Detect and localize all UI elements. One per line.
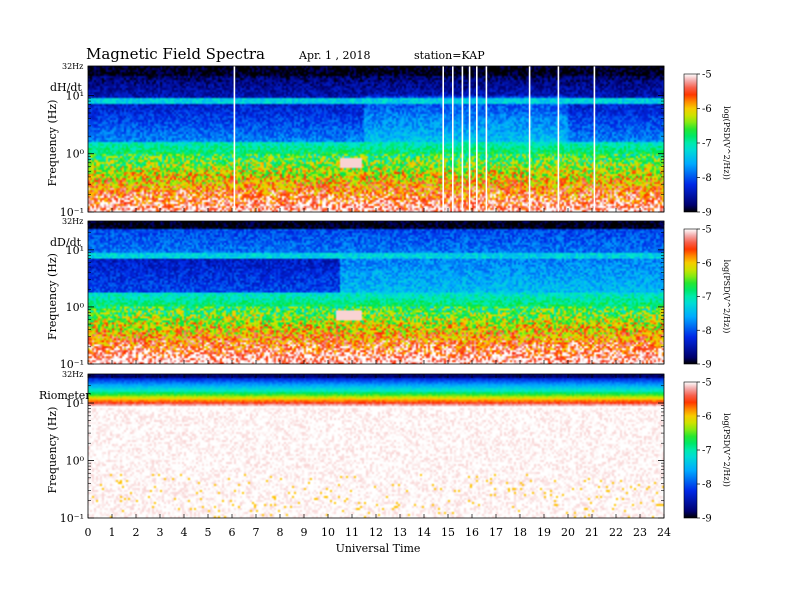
colorbar-tick-label: -7 (702, 446, 712, 457)
x-tick-label: 18 (513, 526, 527, 539)
y-tick-label: 10⁰ (66, 301, 85, 314)
colorbar-tick-label: -5 (702, 225, 712, 236)
panel-label: Riometer (39, 389, 91, 402)
x-tick-label: 7 (253, 526, 260, 539)
x-tick-label: 16 (465, 526, 479, 539)
colorbar-tick-label: -9 (702, 514, 712, 525)
x-tick-label: 20 (561, 526, 575, 539)
y-tick-label: 10¹ (66, 89, 84, 102)
colorbar-tick-label: -5 (702, 70, 712, 81)
x-tick-label: 19 (537, 526, 551, 539)
spectrogram-image (88, 66, 664, 212)
panel-0: dH/dt 32Hz Frequency (Hz) 10⁻¹ 10⁰ 10¹ -5 -6 -7 -… (46, 62, 731, 219)
x-axis: 0 1 2 3 4 5 6 7 8 9 10 11 12 13 14 15 16 17 18 19 20 21 22 23 24 (85, 526, 672, 539)
date-label: Apr. 1 , 2018 (298, 49, 371, 62)
colorbar-label: log(PSD(V^2/Hz)) (722, 260, 731, 334)
colorbar-tick-label: -6 (702, 258, 712, 269)
spectrogram-image (88, 221, 664, 364)
colorbar-tick-label: -5 (702, 378, 712, 389)
x-tick-label: 17 (489, 526, 503, 539)
x-tick-label: 9 (301, 526, 308, 539)
y-tick-label: 10⁻¹ (60, 512, 84, 525)
y-tick-label: 10¹ (66, 244, 84, 257)
colorbar (683, 73, 698, 213)
x-tick-label: 2 (133, 526, 140, 539)
y-tick-label: 10⁰ (66, 148, 85, 161)
panel-label: dD/dt (50, 236, 82, 249)
x-axis-label: Universal Time (336, 542, 421, 555)
y-tick-label: 10¹ (66, 397, 84, 410)
colorbar-label: log(PSD(V^2/Hz)) (722, 413, 731, 487)
x-tick-label: 12 (369, 526, 383, 539)
spectrogram-panels: dH/dt 32Hz Frequency (Hz) 10⁻¹ 10⁰ 10¹ -5 -6 -7 -… (39, 62, 731, 525)
x-tick-label: 0 (85, 526, 92, 539)
y-tick-label: 10⁻¹ (60, 358, 84, 371)
colorbar-tick-label: -6 (702, 412, 712, 423)
top-frequency-label: 32Hz (62, 62, 83, 71)
y-axis-label: Frequency (Hz) (46, 100, 59, 187)
x-tick-label: 15 (441, 526, 455, 539)
x-tick-label: 11 (345, 526, 359, 539)
colorbar-tick-label: -8 (702, 480, 712, 491)
y-axis-label: Frequency (Hz) (46, 253, 59, 340)
x-tick-label: 6 (229, 526, 236, 539)
x-tick-label: 24 (657, 526, 671, 539)
colorbar-tick-label: -8 (702, 173, 712, 184)
colorbar-tick-label: -6 (702, 104, 712, 115)
x-tick-label: 5 (205, 526, 212, 539)
colorbar-tick-label: -9 (702, 208, 712, 219)
colorbar-label: log(PSD(V^2/Hz)) (722, 106, 731, 180)
colorbar-tick-label: -7 (702, 139, 712, 150)
x-tick-label: 22 (609, 526, 623, 539)
station-label: station=KAP (414, 49, 485, 62)
y-axis-label: Frequency (Hz) (46, 407, 59, 494)
x-tick-label: 4 (181, 526, 188, 539)
y-tick-label: 10⁰ (66, 455, 85, 468)
x-tick-label: 8 (277, 526, 284, 539)
colorbar-tick-label: -8 (702, 326, 712, 337)
x-tick-label: 3 (157, 526, 164, 539)
top-frequency-label: 32Hz (62, 217, 83, 226)
panel-2: Riometer 32Hz Frequency (Hz) 10⁻¹ 10⁰ 10¹ -5 -6… (39, 370, 731, 525)
x-tick-label: 13 (393, 526, 407, 539)
x-tick-label: 23 (633, 526, 647, 539)
figure-title: Magnetic Field Spectra (86, 45, 265, 63)
panel-1: dD/dt 32Hz Frequency (Hz) 10⁻¹ 10⁰ 10¹ -5 -6 -7 -… (46, 217, 731, 371)
x-tick-label: 21 (585, 526, 599, 539)
x-tick-label: 10 (321, 526, 335, 539)
x-tick-label: 14 (417, 526, 431, 539)
panel-label: dH/dt (50, 81, 82, 94)
y-tick-label: 10⁻¹ (60, 206, 84, 219)
colorbar (683, 381, 698, 519)
colorbar (683, 228, 698, 365)
colorbar-tick-label: -7 (702, 292, 712, 303)
x-tick-label: 1 (109, 526, 116, 539)
colorbar-tick-label: -9 (702, 360, 712, 371)
top-frequency-label: 32Hz (62, 370, 83, 379)
spectrogram-image (88, 374, 664, 518)
